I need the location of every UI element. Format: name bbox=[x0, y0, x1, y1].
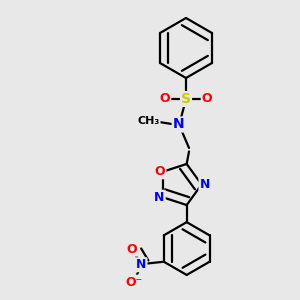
Text: S: S bbox=[181, 92, 191, 106]
Text: O: O bbox=[155, 165, 165, 178]
Text: N: N bbox=[200, 178, 210, 191]
Text: O: O bbox=[160, 92, 170, 106]
Text: N: N bbox=[154, 191, 165, 204]
Text: O: O bbox=[202, 92, 212, 106]
Text: N: N bbox=[136, 258, 146, 271]
Text: CH₃: CH₃ bbox=[137, 116, 160, 127]
Text: O: O bbox=[126, 243, 137, 256]
Text: N: N bbox=[173, 118, 184, 131]
Text: O⁻: O⁻ bbox=[125, 276, 142, 289]
